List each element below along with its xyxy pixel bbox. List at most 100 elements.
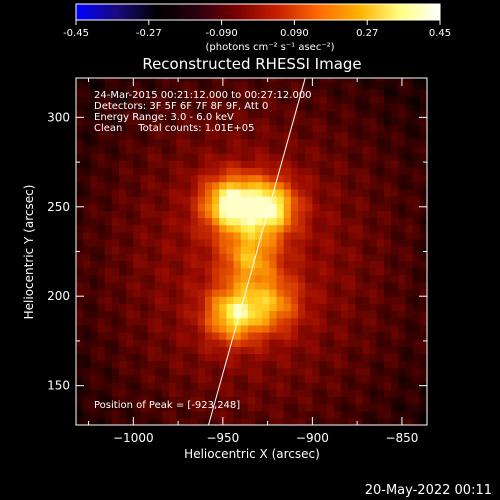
heatmap-cell	[140, 396, 149, 405]
heatmap-cell	[333, 310, 342, 319]
heatmap-cell	[176, 317, 185, 326]
heatmap-cell	[240, 260, 249, 269]
heatmap-cell	[126, 110, 134, 118]
heatmap-cell	[226, 153, 235, 161]
heatmap-cell	[391, 346, 399, 355]
heatmap-cell	[283, 310, 292, 319]
heatmap-cell	[76, 253, 84, 262]
heatmap-cell	[305, 203, 313, 211]
heatmap-cell	[326, 160, 335, 169]
heatmap-cell	[90, 210, 99, 219]
heatmap-cell	[118, 78, 127, 83]
heatmap-cell	[376, 324, 385, 333]
heatmap-cell	[240, 78, 249, 83]
heatmap-cell	[276, 246, 285, 254]
heatmap-cell	[126, 367, 134, 376]
heatmap-cell	[247, 81, 256, 90]
heatmap-cell	[255, 353, 263, 362]
heatmap-cell	[255, 253, 263, 262]
heatmap-cell	[204, 410, 213, 419]
heatmap-cell	[305, 403, 313, 412]
heatmap-cell	[176, 224, 185, 233]
heatmap-cell	[262, 374, 271, 383]
heatmap-cell	[219, 138, 228, 147]
heatmap-cell	[362, 324, 371, 333]
heatmap-cell	[355, 382, 364, 390]
heatmap-cell	[161, 317, 170, 326]
heatmap-cell	[319, 353, 328, 362]
heatmap-cell	[369, 374, 378, 383]
heatmap-cell	[169, 346, 177, 355]
heatmap-cell	[140, 246, 149, 254]
heatmap-cell	[362, 196, 371, 204]
heatmap-cell	[391, 281, 399, 290]
heatmap-cell	[247, 310, 256, 319]
heatmap-cell	[362, 296, 371, 304]
heatmap-cell	[269, 267, 278, 276]
heatmap-cell	[255, 188, 263, 197]
heatmap-cell	[240, 188, 249, 197]
heatmap-cell	[312, 310, 321, 319]
heatmap-cell	[226, 181, 235, 190]
heatmap-cell	[405, 188, 414, 197]
heatmap-cell	[405, 410, 414, 419]
heatmap-cell	[104, 174, 113, 183]
heatmap-cell	[348, 181, 356, 190]
heatmap-cell	[176, 88, 185, 97]
heatmap-cell	[247, 217, 256, 226]
heatmap-cell	[362, 367, 371, 376]
heatmap-cell	[126, 403, 134, 412]
heatmap-cell	[233, 289, 242, 297]
heatmap-cell	[161, 210, 170, 219]
heatmap-cell	[348, 124, 356, 133]
heatmap-cell	[176, 174, 185, 183]
heatmap-cell	[376, 246, 385, 254]
heatmap-cell	[319, 382, 328, 390]
heatmap-cell	[83, 310, 91, 319]
heatmap-cell	[83, 103, 91, 111]
heatmap-cell	[97, 246, 106, 254]
heatmap-cell	[262, 281, 271, 290]
annotation-detectors: Detectors: 3F 5F 6F 7F 8F 9F, Att 0	[94, 101, 268, 112]
heatmap-cell	[341, 167, 349, 176]
heatmap-cell	[369, 382, 378, 390]
heatmap-cell	[76, 145, 84, 154]
heatmap-cell	[169, 310, 177, 319]
heatmap-cell	[419, 317, 427, 326]
heatmap-cell	[126, 231, 134, 240]
heatmap-cell	[326, 410, 335, 419]
heatmap-cell	[233, 217, 242, 226]
heatmap-cell	[341, 317, 349, 326]
heatmap-cell	[369, 78, 378, 83]
heatmap-cell	[161, 203, 170, 211]
heatmap-cell	[276, 124, 285, 133]
heatmap-cell	[154, 153, 163, 161]
heatmap-cell	[305, 374, 313, 383]
heatmap-cell	[118, 131, 127, 140]
heatmap-cell	[212, 417, 220, 425]
heatmap-cell	[319, 81, 328, 90]
heatmap-cell	[398, 289, 407, 297]
heatmap-cell	[384, 81, 392, 90]
heatmap-cell	[398, 296, 407, 304]
heatmap-cell	[240, 231, 249, 240]
heatmap-cell	[204, 95, 213, 104]
heatmap-cell	[326, 153, 335, 161]
heatmap-cell	[276, 317, 285, 326]
heatmap-cell	[333, 303, 342, 312]
heatmap-cell	[204, 81, 213, 90]
heatmap-cell	[391, 403, 399, 412]
heatmap-cell	[240, 131, 249, 140]
heatmap-cell	[333, 324, 342, 333]
heatmap-cell	[133, 367, 142, 376]
heatmap-cell	[355, 274, 364, 283]
heatmap-cell	[405, 396, 414, 405]
heatmap-cell	[126, 374, 134, 383]
heatmap-cell	[362, 174, 371, 183]
heatmap-cell	[269, 331, 278, 340]
heatmap-cell	[90, 367, 99, 376]
heatmap-cell	[247, 224, 256, 233]
heatmap-cell	[348, 117, 356, 126]
heatmap-cell	[90, 203, 99, 211]
heatmap-cell	[140, 181, 149, 190]
